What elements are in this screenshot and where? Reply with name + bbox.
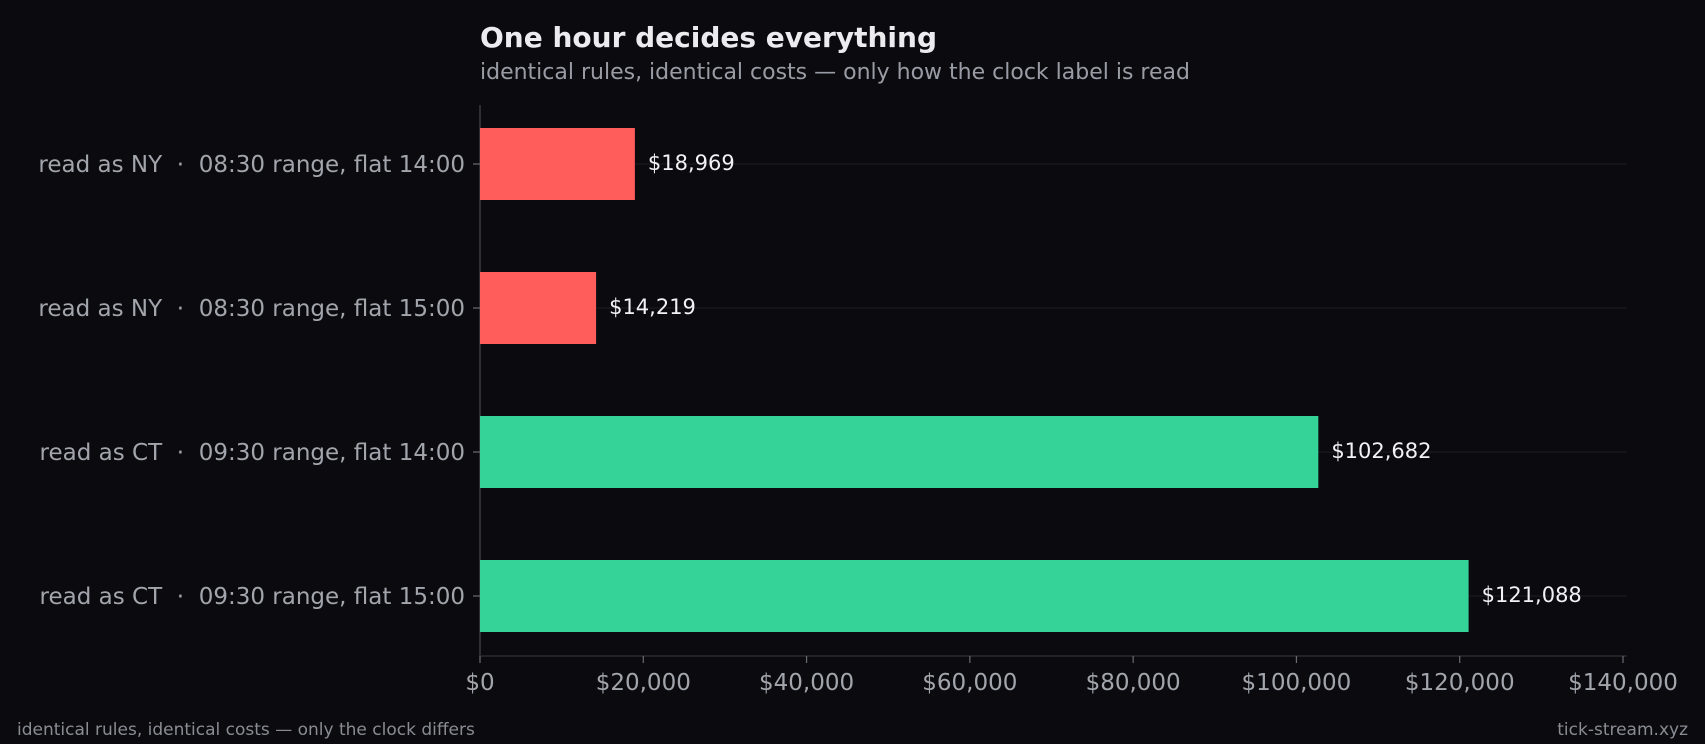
category-label: read as NY · 08:30 range, flat 14:00: [38, 152, 465, 178]
data-label: $14,219: [609, 295, 696, 319]
chart-subtitle: identical rules, identical costs — only …: [480, 60, 1190, 85]
x-tick-label: $60,000: [922, 670, 1017, 696]
x-tick-label: $100,000: [1242, 670, 1352, 696]
bars: [480, 128, 1469, 632]
labels: $0 $20,000 $40,000 $60,000 $80,000 $100,000 $1…: [38, 151, 1677, 696]
x-tick-label: $0: [465, 670, 494, 696]
chart-title: One hour decides everything: [480, 21, 937, 54]
category-label: read as NY · 08:30 range, flat 15:00: [38, 296, 465, 322]
x-tick-label: $40,000: [759, 670, 854, 696]
data-label: $102,682: [1331, 439, 1431, 463]
category-label: read as CT · 09:30 range, flat 14:00: [40, 440, 465, 466]
bar: [480, 560, 1469, 632]
footer-source: tick-stream.xyz: [1557, 720, 1688, 740]
bar: [480, 416, 1319, 488]
footer-note: identical rules, identical costs — only …: [17, 720, 475, 740]
bar: [480, 272, 597, 344]
data-label: $18,969: [648, 151, 735, 175]
grid-lines: [480, 163, 1627, 597]
x-tick-label: $20,000: [596, 670, 691, 696]
x-tick-label: $140,000: [1568, 670, 1678, 696]
bar: [480, 128, 635, 200]
x-tick-label: $80,000: [1086, 670, 1181, 696]
data-label: $121,088: [1482, 583, 1582, 607]
category-label: read as CT · 09:30 range, flat 15:00: [40, 584, 465, 610]
x-tick-label: $120,000: [1405, 670, 1515, 696]
